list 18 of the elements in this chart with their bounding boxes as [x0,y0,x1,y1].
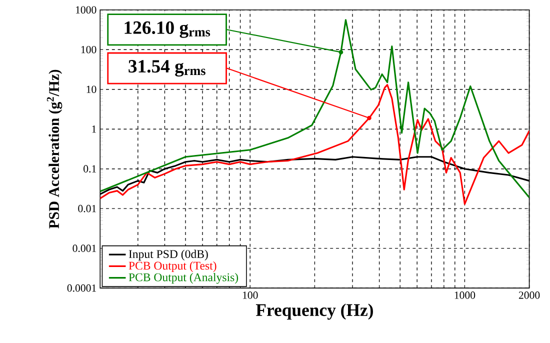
y-tick-label: 1000 [76,6,96,14]
legend-label: PCB Output (Analysis) [128,272,238,284]
annotation: 31.54 g$_{rms}$ [128,60,206,76]
legend-label: PCB Output (Test) [128,261,216,272]
x-tick-label: 100 [242,291,258,299]
y-tick-label: 0.1 [84,165,96,172]
annotation: 126.10 g$_{rms}$ [124,21,210,38]
y-tick-label: 100 [81,46,96,54]
y-tick-label: 1 [92,125,96,133]
legend-label: Input PSD (0dB) [128,250,208,260]
x-tick-label: 2000 [518,291,540,299]
y-tick-label: 10 [86,86,96,93]
y-tick-label: 0.01 [78,204,96,212]
y-tick-label: 0.0001 [67,284,96,292]
x-axis-title: Frequency (Hz) [256,303,373,320]
y-axis-title: PSD Acceleration (g$^{2}$/Hz) [46,70,62,228]
y-tick-label: 0.001 [72,244,96,252]
x-tick-label: 1000 [454,291,476,299]
